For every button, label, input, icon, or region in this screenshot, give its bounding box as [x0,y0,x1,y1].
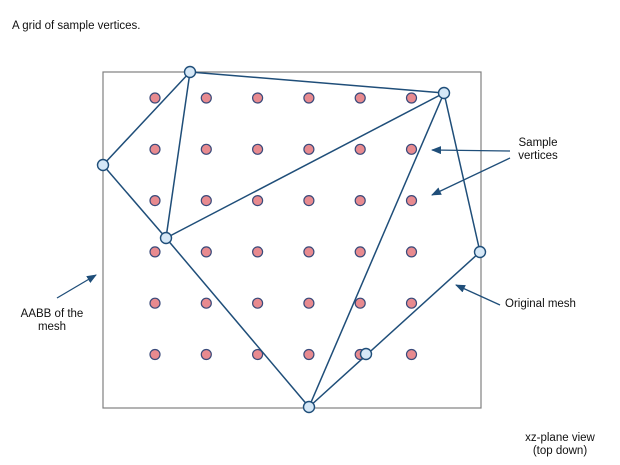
sample-vertex [149,348,161,361]
sample-vertex [252,348,264,361]
sample-vertex [405,92,418,104]
sample-vertex [405,246,418,258]
sample-vertex [252,246,264,258]
sample-vertex [200,297,212,309]
mesh-edge [165,71,191,239]
sample-vertex [303,348,315,361]
mesh-vertex [302,400,316,414]
mesh-edge [102,71,191,166]
mesh-edges [102,71,481,408]
sample-vertex [405,297,418,309]
mesh-vertices [96,65,487,414]
mesh-vertex [473,245,487,259]
sample-vertex [303,195,315,207]
mesh-vertex [359,347,373,361]
sample-vertex [200,348,212,361]
sample-vertex [354,195,366,207]
sample-vertex [405,348,418,361]
aabb-arrow [56,274,97,299]
mesh-vertex [437,86,451,100]
aabb-label: AABB of the mesh [20,308,84,333]
aabb-rectangle [102,71,482,409]
sample-vertex [149,92,161,104]
mesh-vertex [159,231,173,245]
sample-vertex-grid [149,92,418,361]
mesh-edge [308,92,445,408]
sample-vertex [200,143,212,155]
annotation-arrows [56,146,511,306]
mesh-edge [165,92,445,239]
sample-vertex [354,92,366,104]
sample-vertex [354,143,366,155]
caption: A grid of sample vertices. [12,20,141,32]
sample-vertex [354,297,366,309]
original-mesh-arrow [455,284,501,306]
sample-vertex [405,143,418,155]
mesh-edge [443,92,481,253]
sample-vertex [200,246,212,258]
sample-vertex [200,92,212,104]
sample-vertex [149,143,161,155]
sample-vertex [200,195,212,207]
sample-vertex [405,195,418,207]
mesh-edge [308,251,481,408]
sample-vertex [252,297,264,309]
sample-vertices-arrow-1 [431,146,511,155]
sample-vertex [303,92,315,104]
sample-vertex [149,246,161,258]
mesh-vertex [183,65,197,79]
sample-vertex [354,246,366,258]
sample-vertex [303,143,315,155]
sample-vertex [303,246,315,258]
sample-vertex [149,297,161,309]
sample-vertex [303,297,315,309]
original-mesh-label: Original mesh [505,298,576,310]
mesh-edge [102,164,167,239]
mesh-edge [165,237,310,408]
view-label: xz-plane view (top down) [525,432,595,457]
sample-vertex [252,195,264,207]
mesh-vertex [96,158,110,172]
sample-vertices-arrow-2 [431,157,511,196]
sample-vertex [149,195,161,207]
sample-vertex [252,143,264,155]
mesh-edge [189,71,445,94]
sample-vertex [252,92,264,104]
sample-vertices-label: Sample vertices [518,137,558,162]
